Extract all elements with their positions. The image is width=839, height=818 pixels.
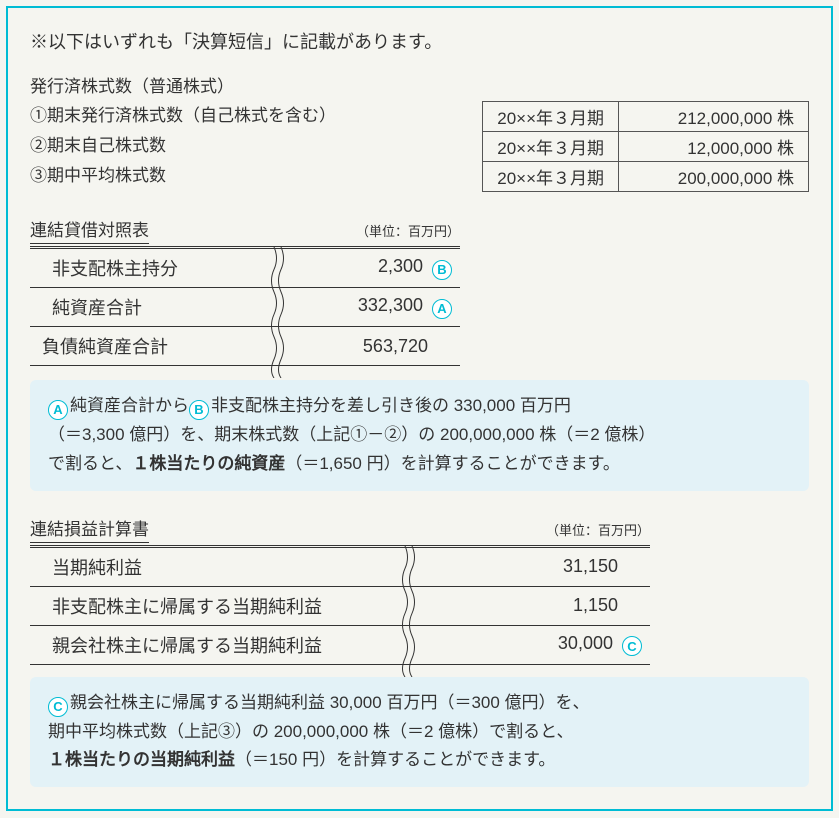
callout1-l2: （＝3,300 億円）を、期末株式数（上記①－②）の 200,000,000 株… <box>48 425 655 444</box>
bs-row1-num: 2,300 <box>378 256 423 276</box>
pl-block: 連結損益計算書 （単位：百万円） 当期純利益 31,150 非支配株主に帰属する… <box>30 515 809 665</box>
callout-net-assets: A純資産合計からB非支配株主持分を差し引き後の 330,000 百万円 （＝3,… <box>30 380 809 491</box>
bs-wrap: 連結貸借対照表 （単位：百万円） 非支配株主持分 2,300 B <box>30 216 460 366</box>
shares-labels: ①期末発行済株式数（自己株式を含む） ②期末自己株式数 ③期中平均株式数 <box>30 101 474 191</box>
page: ※以下はいずれも「決算短信」に記載があります。 発行済株式数（普通株式） ①期末… <box>0 0 839 817</box>
bs-table: 非支配株主持分 2,300 B 純資産合計 332,300 A <box>30 249 460 366</box>
callout2-bold: １株当たりの当期純利益 <box>48 750 235 769</box>
pl-row2-label: 非支配株主に帰属する当期純利益 <box>30 586 492 625</box>
shares-heading: 発行済株式数（普通株式） <box>30 72 809 97</box>
callout1-t1: 純資産合計から <box>70 396 189 415</box>
share-period-1: 20××年３月期 <box>483 102 619 132</box>
callout2-l3b: （＝150 円）を計算することができます。 <box>235 750 555 769</box>
bs-row2-num: 332,300 <box>358 295 423 315</box>
share-label-3: ③期中平均株式数 <box>30 161 474 191</box>
pl-table: 当期純利益 31,150 非支配株主に帰属する当期純利益 1,150 親会社株主… <box>30 548 650 665</box>
bs-row3-label: 負債純資産合計 <box>30 327 281 366</box>
table-row: 20××年３月期 12,000,000 株 <box>483 132 809 162</box>
content-frame: ※以下はいずれも「決算短信」に記載があります。 発行済株式数（普通株式） ①期末… <box>6 6 833 811</box>
share-period-3: 20××年３月期 <box>483 162 619 192</box>
callout2-l1: 親会社株主に帰属する当期純利益 30,000 百万円（＝300 億円）を、 <box>70 693 590 712</box>
pl-row1-value: 31,150 <box>492 548 650 587</box>
callout1-l3a: で割ると、 <box>48 454 132 473</box>
share-label-2: ②期末自己株式数 <box>30 131 474 161</box>
pl-row3-num: 30,000 <box>558 633 613 653</box>
bs-row1-value: 2,300 B <box>281 249 460 288</box>
pl-row1-label: 当期純利益 <box>30 548 492 587</box>
table-row: 負債純資産合計 563,720 <box>30 327 460 366</box>
shares-block: ①期末発行済株式数（自己株式を含む） ②期末自己株式数 ③期中平均株式数 20×… <box>30 101 809 192</box>
pl-title: 連結損益計算書 <box>30 515 149 543</box>
table-row: 20××年３月期 212,000,000 株 <box>483 102 809 132</box>
table-row: 親会社株主に帰属する当期純利益 30,000 C <box>30 625 650 664</box>
shares-table: 20××年３月期 212,000,000 株 20××年３月期 12,000,0… <box>482 101 809 192</box>
badge-a-inline-icon: A <box>48 400 68 420</box>
bs-row2-label: 純資産合計 <box>30 288 281 327</box>
badge-c-icon: C <box>622 636 642 656</box>
share-label-1: ①期末発行済株式数（自己株式を含む） <box>30 101 474 131</box>
table-row: 非支配株主に帰属する当期純利益 1,150 <box>30 586 650 625</box>
pl-row3-label: 親会社株主に帰属する当期純利益 <box>30 625 492 664</box>
callout1-l3c: （＝1,650 円）を計算することができます。 <box>285 454 620 473</box>
pl-wrap: 連結損益計算書 （単位：百万円） 当期純利益 31,150 非支配株主に帰属する… <box>30 515 650 665</box>
table-row: 非支配株主持分 2,300 B <box>30 249 460 288</box>
bs-row1-label: 非支配株主持分 <box>30 249 281 288</box>
pl-row3-value: 30,000 C <box>492 625 650 664</box>
bs-title: 連結貸借対照表 <box>30 216 149 244</box>
badge-b-icon: B <box>432 260 452 280</box>
callout2-l2: 期中平均株式数（上記③）の 200,000,000 株（＝2 億株）で割ると、 <box>48 722 573 741</box>
badge-b-inline-icon: B <box>189 400 209 420</box>
pl-head: 連結損益計算書 （単位：百万円） <box>30 515 650 543</box>
badge-c-inline-icon: C <box>48 697 68 717</box>
bs-unit: （単位：百万円） <box>356 221 460 240</box>
callout1-t2: 非支配株主持分を差し引き後の 330,000 百万円 <box>211 396 571 415</box>
header-note: ※以下はいずれも「決算短信」に記載があります。 <box>30 28 809 54</box>
balance-sheet-block: 連結貸借対照表 （単位：百万円） 非支配株主持分 2,300 B <box>30 216 809 366</box>
share-value-2: 12,000,000 株 <box>619 132 809 162</box>
table-row: 純資産合計 332,300 A <box>30 288 460 327</box>
bs-row2-value: 332,300 A <box>281 288 460 327</box>
share-period-2: 20××年３月期 <box>483 132 619 162</box>
bs-head: 連結貸借対照表 （単位：百万円） <box>30 216 460 244</box>
table-row: 当期純利益 31,150 <box>30 548 650 587</box>
table-row: 20××年３月期 200,000,000 株 <box>483 162 809 192</box>
pl-row2-value: 1,150 <box>492 586 650 625</box>
share-value-3: 200,000,000 株 <box>619 162 809 192</box>
share-value-1: 212,000,000 株 <box>619 102 809 132</box>
callout-eps: C親会社株主に帰属する当期純利益 30,000 百万円（＝300 億円）を、 期… <box>30 677 809 788</box>
bs-row3-value: 563,720 <box>281 327 460 366</box>
badge-a-icon: A <box>432 299 452 319</box>
callout1-bold: １株当たりの純資産 <box>132 454 285 473</box>
pl-unit: （単位：百万円） <box>546 520 650 539</box>
